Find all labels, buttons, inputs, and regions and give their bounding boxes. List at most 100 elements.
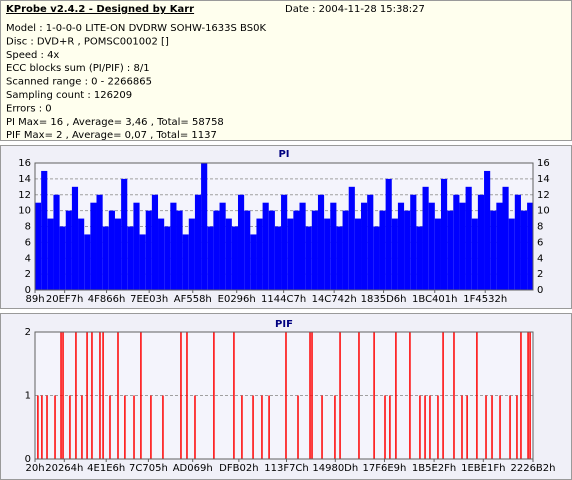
bar: [422, 186, 429, 290]
x-tick-label: AD069h: [173, 463, 213, 474]
x-tick-label: E0296h: [218, 294, 256, 305]
bar: [188, 218, 195, 290]
bar: [41, 170, 48, 290]
bar: [96, 194, 103, 290]
x-tick-label: 7C705h: [129, 463, 168, 474]
info-line: PI Max= 16 , Average= 3,46 , Total= 5875…: [6, 117, 224, 128]
bar: [262, 202, 269, 290]
bar: [250, 234, 257, 290]
bar: [231, 226, 238, 290]
y-tick-label-right: 0: [537, 285, 543, 296]
bar: [127, 226, 134, 290]
bar: [35, 202, 42, 290]
app-title: KProbe v2.4.2 - Designed by Karr: [6, 4, 194, 15]
x-tick-label: 14C742h: [312, 294, 357, 305]
bar: [520, 210, 528, 290]
bar: [391, 218, 398, 290]
bar: [397, 202, 405, 290]
y-tick-label-right: 8: [537, 222, 543, 233]
bar: [65, 210, 72, 290]
bar: [348, 186, 355, 290]
info-lines: Model : 1-0-0-0 LITE-ON DVDRW SOHW-1633S…: [6, 23, 266, 141]
bar: [514, 194, 521, 290]
x-tick-label: 14980Dh: [312, 463, 358, 474]
bar: [59, 226, 66, 290]
y-tick-label-right: 2: [537, 269, 543, 280]
bar: [201, 163, 208, 290]
x-tick-label: 1835D6h: [361, 294, 407, 305]
bar: [151, 194, 159, 290]
bar: [447, 210, 454, 290]
y-tick-label-right: 10: [537, 206, 550, 217]
bar: [256, 218, 263, 290]
y-tick-label: 12: [18, 190, 31, 201]
bar: [108, 210, 115, 290]
x-tick-label: 20EF7h: [46, 294, 84, 305]
info-line: Model : 1-0-0-0 LITE-ON DVDRW SOHW-1633S…: [6, 23, 266, 34]
x-tick-label: 20264h: [45, 463, 83, 474]
bar: [170, 202, 177, 290]
bar: [176, 210, 183, 290]
bar: [471, 218, 478, 290]
x-tick-label: 1144C7h: [261, 294, 306, 305]
plot-frame: [34, 331, 534, 460]
bar: [287, 218, 294, 290]
bar: [342, 210, 349, 290]
bar: [496, 202, 503, 290]
bar: [53, 194, 60, 290]
x-tick-label: 1EBE1Fh: [461, 463, 505, 474]
info-panel: [0, 0, 572, 141]
y-tick-label-right: 6: [537, 237, 543, 248]
bar: [139, 234, 146, 290]
bar: [453, 194, 460, 290]
x-tick-label: 1F4532h: [463, 294, 507, 305]
x-tick-label: 89h: [25, 294, 44, 305]
bar: [71, 186, 79, 290]
bar: [305, 226, 312, 290]
bar: [311, 210, 318, 290]
bar: [336, 226, 343, 290]
bar: [502, 186, 509, 290]
y-tick-label: 6: [25, 237, 31, 248]
bar: [47, 218, 54, 290]
info-line: Sampling count : 126209: [6, 90, 132, 101]
bar: [354, 218, 362, 290]
bar: [237, 194, 245, 290]
y-tick-label-right: 16: [537, 158, 550, 169]
x-tick-label: 4E1E6h: [87, 463, 125, 474]
y-tick-label: 10: [18, 206, 31, 217]
info-line: Scanned range : 0 - 2266865: [6, 77, 152, 88]
x-tick-label: 1BC401h: [412, 294, 457, 305]
bar: [330, 202, 337, 290]
bar: [194, 194, 202, 290]
info-line: Errors : 0: [6, 103, 52, 114]
bar: [145, 210, 152, 290]
bar: [158, 218, 165, 290]
bar: [490, 210, 497, 290]
info-line: Disc : DVD+R , POMSC001002 []: [6, 36, 169, 47]
bar: [268, 210, 275, 290]
y-tick-label: 1: [25, 391, 31, 402]
bar: [361, 202, 368, 290]
y-tick-label-right: 12: [537, 190, 550, 201]
bar: [324, 218, 331, 290]
bar: [293, 210, 300, 290]
bar: [121, 178, 128, 290]
bar: [182, 234, 189, 290]
plot-frame: [34, 162, 534, 291]
y-tick-label: 14: [18, 174, 31, 185]
y-tick-label-right: 4: [537, 253, 543, 264]
bar: [385, 178, 392, 290]
bar: [299, 202, 306, 290]
bar: [244, 210, 251, 290]
y-tick-label-right: 14: [537, 174, 550, 185]
bar: [133, 202, 140, 290]
bar: [219, 202, 226, 290]
bar: [274, 226, 282, 290]
x-tick-label: 4F866h: [88, 294, 126, 305]
bar: [84, 234, 91, 290]
bar: [207, 226, 214, 290]
bar: [225, 218, 232, 290]
